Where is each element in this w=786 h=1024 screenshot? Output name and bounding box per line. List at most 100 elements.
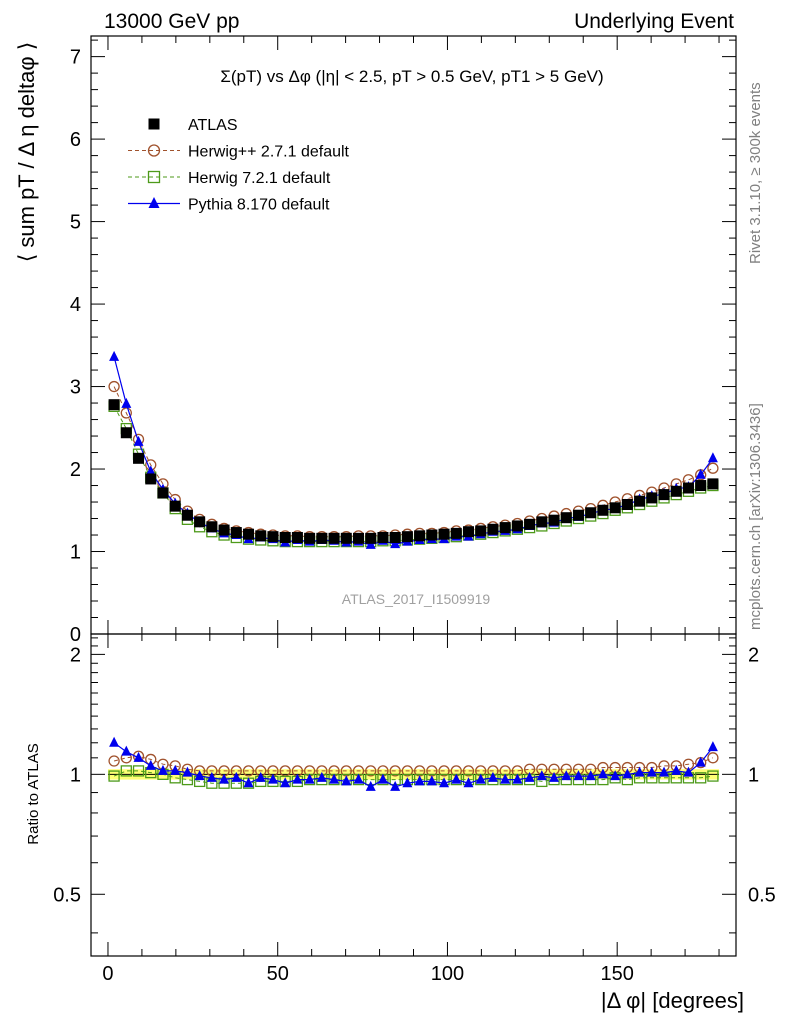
data-point (560, 512, 572, 524)
data-point (524, 771, 535, 782)
data-point (707, 752, 719, 764)
data-point (671, 764, 682, 775)
data-point (353, 532, 365, 544)
legend-label: Herwig 7.2.1 default (188, 170, 331, 187)
data-point (230, 527, 242, 539)
data-point (414, 775, 425, 786)
data-point (109, 350, 120, 361)
data-point (450, 527, 462, 539)
data-point (500, 773, 511, 784)
data-point (304, 773, 315, 784)
data-point (597, 504, 609, 516)
data-point (670, 485, 682, 497)
data-point (695, 480, 707, 492)
data-point (610, 770, 621, 781)
data-point (108, 755, 120, 767)
data-point (147, 170, 161, 184)
data-point (120, 427, 132, 439)
data-point (695, 468, 706, 479)
data-point (169, 500, 181, 512)
data-point (328, 532, 340, 544)
data-point (389, 531, 401, 543)
ratio-ticks (91, 634, 736, 956)
data-point (267, 531, 279, 543)
data-point (365, 780, 376, 791)
data-point (365, 538, 376, 549)
data-point (646, 766, 657, 777)
data-point (353, 773, 364, 784)
data-point (622, 768, 633, 779)
header-right: Underlying Event (574, 10, 734, 33)
legend-label: Pythia 8.170 default (188, 197, 330, 214)
ratio-y-axis-label: Ratio to ATLAS (25, 743, 42, 844)
data-point (341, 775, 352, 786)
data-point (401, 531, 413, 543)
main-y-tick-labels: 0 1 2 3 4 5 6 7 (70, 47, 81, 646)
data-point (242, 765, 255, 777)
data-point (572, 509, 584, 521)
data-point (597, 768, 608, 779)
data-point (316, 771, 327, 782)
ratio-tick-label-left: 2 (70, 644, 81, 666)
data-point (365, 765, 377, 777)
data-point (121, 397, 132, 408)
data-point (304, 532, 316, 544)
x-tick-label: 0 (102, 963, 113, 985)
data-point (634, 766, 645, 777)
data-point (377, 531, 389, 543)
data-point (109, 736, 120, 747)
ratio-series (108, 736, 719, 791)
data-point (561, 770, 572, 781)
data-point (695, 756, 706, 767)
x-tick-label: 100 (431, 963, 464, 985)
data-point (390, 538, 401, 549)
data-point (255, 530, 267, 542)
data-point (512, 773, 523, 784)
data-point (511, 520, 523, 532)
data-point (462, 526, 474, 538)
data-point (426, 775, 437, 786)
data-point (475, 525, 487, 537)
x-tick-label: 50 (267, 963, 289, 985)
data-point (206, 771, 217, 782)
y-tick-label: 0 (70, 624, 81, 646)
data-point (609, 502, 621, 514)
data-point (255, 771, 266, 782)
x-axis-label: |Δ φ| [degrees] (601, 988, 744, 1013)
data-point (120, 407, 132, 419)
data-point (121, 745, 132, 756)
data-point (549, 771, 560, 782)
ratio-frame (90, 633, 737, 957)
ratio-tick-label-left: 1 (70, 764, 81, 786)
data-point (646, 492, 658, 504)
analysis-watermark: ATLAS_2017_I1509919 (342, 591, 491, 607)
data-point (120, 765, 132, 777)
data-point (438, 765, 450, 777)
y-tick-label: 2 (70, 459, 81, 481)
data-point (157, 764, 168, 775)
data-point (133, 435, 144, 446)
data-point (707, 452, 718, 463)
data-point (219, 773, 230, 784)
data-point (707, 741, 718, 752)
ratio-tick-label-right: 1 (748, 764, 759, 786)
data-point (133, 452, 145, 464)
data-point (145, 759, 156, 770)
data-point (291, 531, 303, 543)
ratio-series-filled-triangle (109, 736, 718, 791)
x-tick-label: 150 (600, 963, 633, 985)
legend-label: ATLAS (188, 117, 238, 134)
data-point (536, 770, 547, 781)
data-point (682, 482, 694, 494)
data-point (487, 523, 499, 535)
data-point (194, 516, 206, 528)
data-point (231, 771, 242, 782)
data-point (621, 499, 633, 511)
data-point (145, 473, 157, 485)
data-point (585, 507, 597, 519)
data-point (536, 516, 548, 528)
main-ticks (91, 36, 736, 635)
data-point (280, 777, 291, 788)
data-point (147, 144, 161, 157)
